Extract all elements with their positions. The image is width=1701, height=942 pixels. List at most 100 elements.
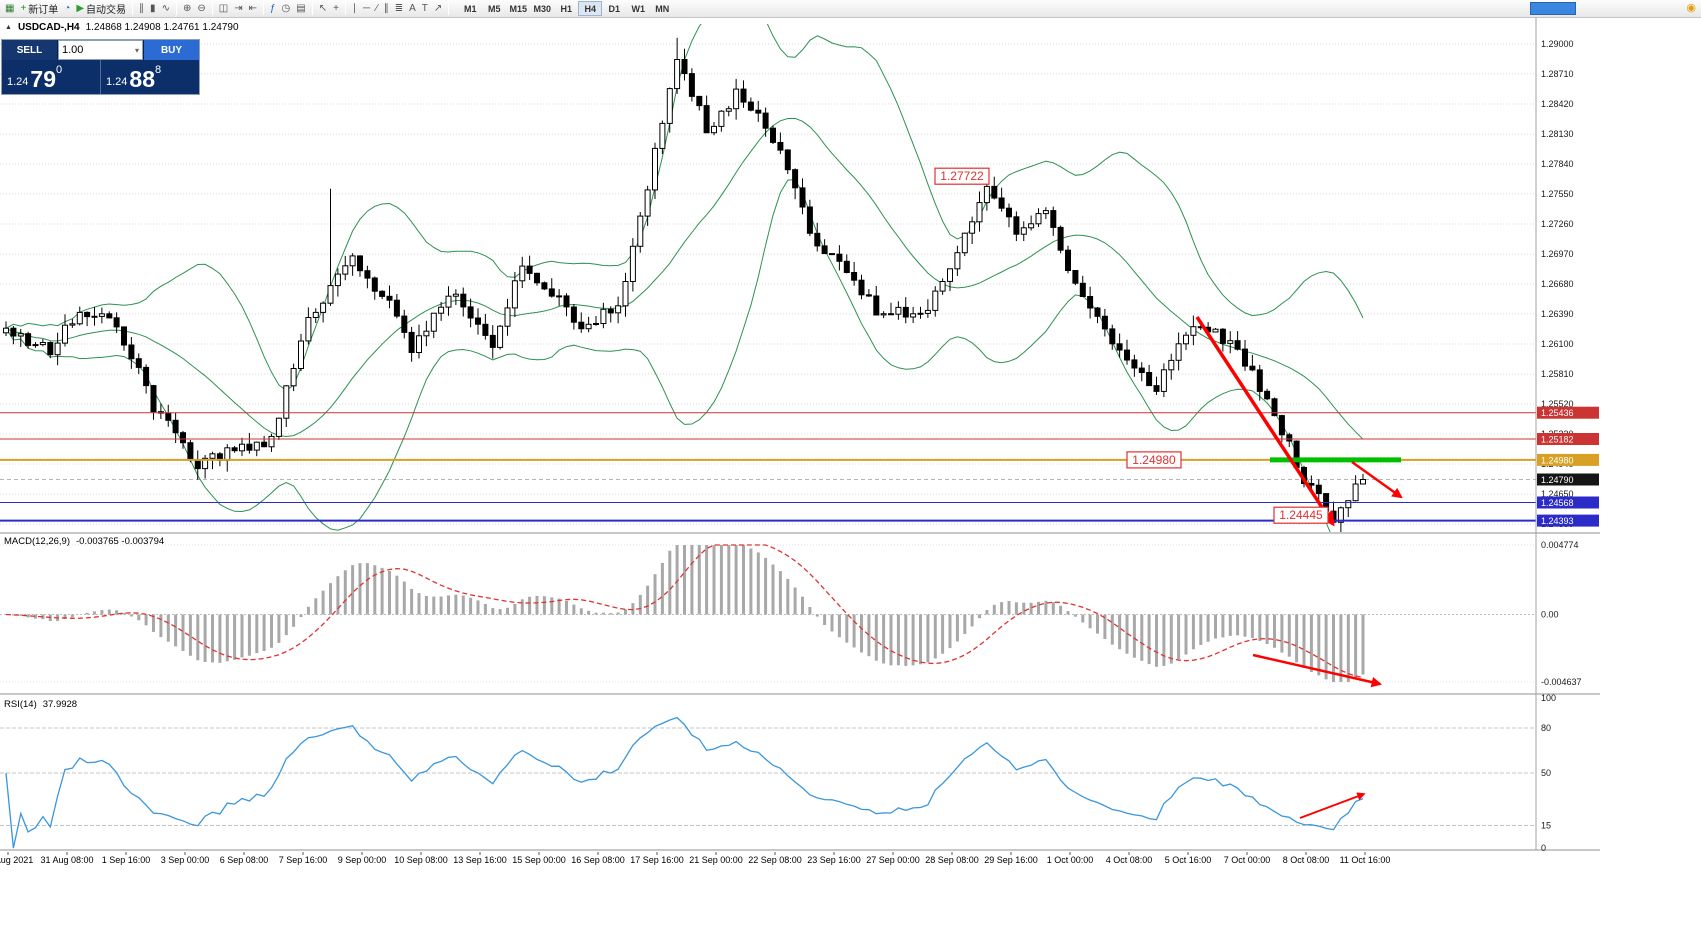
chart-canvas[interactable]: 1.29000 1.28710 1.28420 1.28130 1.27840 1.275…: [0, 18, 1701, 942]
trendline-button[interactable]: ∕: [373, 1, 381, 17]
svg-text:1.24980: 1.24980: [1541, 455, 1574, 465]
vertical-line-icon: ∣: [351, 2, 357, 14]
rsi-scale-label: 15: [1541, 821, 1551, 831]
price-tag: 1.24790: [1537, 473, 1599, 486]
fibonacci-icon: ≣: [394, 2, 404, 14]
price-scale[interactable]: 1.29000 1.28710 1.28420 1.28130 1.27840 1.275…: [1537, 39, 1599, 529]
text-button[interactable]: A: [406, 1, 419, 17]
auto-trading-button[interactable]: ▶ 自动交易: [73, 1, 129, 17]
timeframe-m5-button[interactable]: M5: [482, 1, 506, 16]
price-scale-label: 1.28420: [1541, 99, 1574, 109]
toolbar-separator: [132, 2, 134, 15]
line-chart-button[interactable]: ∿: [159, 1, 173, 17]
price-tag: 1.24980: [1537, 453, 1599, 466]
indicators-button[interactable]: ƒ: [267, 1, 279, 17]
volume-field[interactable]: 1.00 ▾: [58, 40, 143, 60]
price-tag: 1.25182: [1537, 433, 1599, 445]
ask-price[interactable]: 1.24 88 8: [100, 60, 199, 94]
volume-value: 1.00: [62, 44, 84, 56]
time-axis-label: 6 Sep 08:00: [220, 855, 269, 865]
bid-price[interactable]: 1.24 79 0: [2, 60, 100, 94]
notifications-icon[interactable]: ◉: [1686, 2, 1696, 14]
timeframe-w1-button[interactable]: W1: [626, 1, 650, 16]
trendline-icon: ∕: [376, 2, 378, 14]
auto-trading-icon: ▶: [76, 2, 85, 14]
macd-label: MACD(12,26,9): [4, 536, 70, 547]
trend-arrow-object[interactable]: [1252, 653, 1383, 688]
price-scale-label: 1.26970: [1541, 249, 1574, 259]
indicators-icon: ƒ: [269, 2, 276, 14]
timeframe-m30-button[interactable]: M30: [530, 1, 554, 16]
horizontal-line-icon: ─: [362, 2, 371, 14]
one-click-trade-panel: SELL 1.00 ▾ BUY 1.24 79 0 1.24 88 8: [1, 39, 200, 95]
svg-text:1.27722: 1.27722: [940, 169, 984, 183]
new-chart-button[interactable]: ▦: [2, 1, 17, 17]
new-order-button[interactable]: + 新订单: [17, 1, 61, 17]
macd-scale-label: 0.00: [1541, 610, 1559, 620]
bar-chart-button[interactable]: ∥: [136, 1, 147, 17]
zoom-out-button[interactable]: ⊖: [194, 1, 208, 17]
time-axis-label: 9 Sep 00:00: [338, 855, 387, 865]
expert-advisors-button[interactable]: ◔: [61, 1, 73, 17]
timeframe-h1-button[interactable]: H1: [554, 1, 578, 16]
periods-button[interactable]: ◷: [279, 1, 294, 17]
text-label-button[interactable]: T: [419, 1, 431, 17]
rsi-scale-label: 50: [1541, 768, 1551, 778]
price-annotation[interactable]: 1.27722: [934, 167, 990, 185]
macd-signal-line: [5, 544, 1364, 679]
horizontal-line-button[interactable]: ─: [360, 1, 373, 17]
timeframe-d1-button[interactable]: D1: [602, 1, 626, 16]
chart-shift-button[interactable]: ⇤: [246, 1, 260, 17]
fibonacci-button[interactable]: ≣: [392, 1, 406, 17]
arrows-tool-button[interactable]: ↗: [431, 1, 445, 17]
time-axis-label: 1 Oct 00:00: [1047, 855, 1094, 865]
price-annotation[interactable]: 1.24445: [1273, 506, 1329, 524]
crosshair-button[interactable]: +: [330, 1, 342, 17]
tile-windows-button[interactable]: ◫: [216, 1, 231, 17]
chart-ohlc: 1.24868 1.24908 1.24761 1.24790: [85, 22, 239, 33]
toolbar-search-box[interactable]: [1530, 2, 1577, 15]
macd-histogram: [11, 545, 1365, 682]
time-axis-label: 7 Sep 16:00: [279, 855, 328, 865]
time-axis-label: 16 Sep 08:00: [571, 855, 625, 865]
volume-caret-icon[interactable]: ▾: [134, 45, 139, 55]
sell-button[interactable]: SELL: [2, 40, 58, 60]
time-axis[interactable]: 30 Aug 2021 31 Aug 08:00 1 Sep 16:00 3 Sep …: [0, 852, 1390, 865]
cursor-button[interactable]: ↖: [316, 1, 330, 17]
trend-arrow-object[interactable]: [1351, 460, 1403, 499]
bid-big-digits: 79: [30, 66, 57, 92]
toolbar-separator: [211, 2, 213, 15]
ask-prefix: 1.24: [106, 76, 128, 88]
trend-arrow-object[interactable]: [1195, 316, 1335, 527]
new-order-label: 新订单: [28, 5, 59, 16]
bid-pip-digit: 0: [56, 64, 63, 76]
time-axis-label: 17 Sep 16:00: [630, 855, 684, 865]
timeframe-mn-button[interactable]: MN: [650, 1, 674, 16]
svg-text:1.24568: 1.24568: [1541, 498, 1574, 508]
candlestick-chart-icon: ▮: [150, 2, 156, 14]
candlestick-chart-button[interactable]: ▮: [147, 1, 159, 17]
time-axis-label: 7 Oct 00:00: [1224, 855, 1271, 865]
channel-button[interactable]: ∥: [381, 1, 392, 17]
rsi-label: RSI(14): [4, 699, 37, 710]
timeframe-m15-button[interactable]: M15: [506, 1, 530, 16]
trend-arrow-object[interactable]: [1299, 792, 1366, 819]
price-tag: 1.25436: [1537, 406, 1599, 419]
zoom-in-button[interactable]: ⊕: [180, 1, 194, 17]
auto-scroll-button[interactable]: ⇥: [231, 1, 245, 17]
buy-button[interactable]: BUY: [143, 40, 199, 60]
timeframe-m1-button[interactable]: M1: [458, 1, 482, 16]
bollinger-bands: [5, 24, 1364, 532]
timeframe-h4-button[interactable]: H4: [578, 1, 603, 16]
rsi-line: [5, 716, 1364, 849]
price-annotation[interactable]: 1.24980: [1126, 451, 1182, 469]
new-chart-icon: ▦: [5, 2, 15, 14]
auto-trading-label: 自动交易: [86, 5, 127, 16]
price-scale-label: 1.29000: [1541, 39, 1574, 49]
price-tag: 1.24393: [1537, 514, 1599, 527]
symbol-marker-icon: ▲: [5, 24, 12, 31]
templates-button[interactable]: ▤: [293, 1, 308, 17]
svg-text:1.24790: 1.24790: [1541, 475, 1574, 485]
vertical-line-button[interactable]: ∣: [349, 1, 360, 17]
text-label-icon: T: [421, 2, 428, 14]
